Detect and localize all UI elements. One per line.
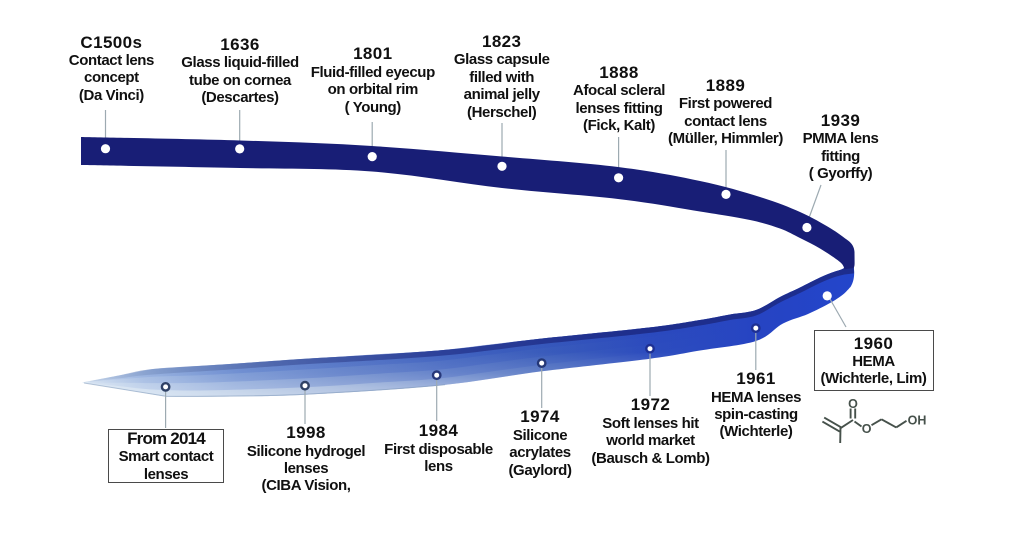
svg-text:OH: OH	[908, 414, 927, 428]
svg-text:O: O	[862, 422, 872, 436]
svg-text:O: O	[848, 397, 858, 411]
